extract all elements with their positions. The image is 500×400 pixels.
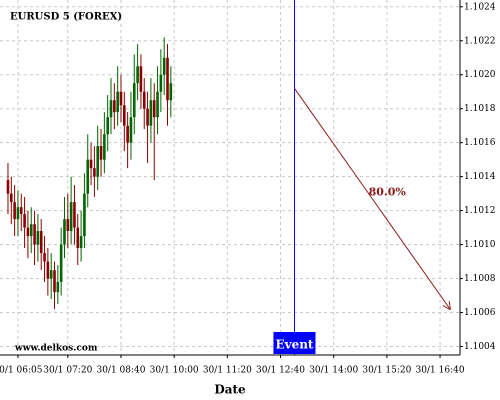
candle-body <box>83 193 86 237</box>
candle-body <box>89 159 93 169</box>
candle-body <box>162 57 166 75</box>
candle-body <box>10 193 13 203</box>
candle-body <box>56 281 60 293</box>
projection-arrow <box>294 88 450 309</box>
candle-body <box>123 105 126 126</box>
candle-body <box>166 57 169 101</box>
candle-body <box>146 108 149 126</box>
y-tick-label: 1.1012 <box>464 206 496 216</box>
candle-body <box>132 83 136 118</box>
candle-body <box>129 117 133 143</box>
candle-body <box>69 202 73 232</box>
candle-body <box>39 231 43 254</box>
candle-body <box>6 180 10 194</box>
candle-body <box>139 66 143 92</box>
y-tick-label: 1.1010 <box>464 240 496 250</box>
candle-body <box>152 100 156 118</box>
candle-body <box>19 207 23 215</box>
candle-body <box>86 159 90 194</box>
x-axis-title: Date <box>214 383 246 397</box>
candle-body <box>96 146 100 177</box>
event-label: Event <box>275 338 313 352</box>
candle-body <box>79 236 83 248</box>
candle-body <box>76 227 80 248</box>
x-tick-label: 30/1 10:00 <box>150 366 199 376</box>
candle-body <box>156 91 159 118</box>
y-tick-label: 1.1020 <box>464 70 496 80</box>
x-tick-label: 30/1 16:40 <box>416 366 465 376</box>
candle-body <box>149 100 153 126</box>
projection-label: 80.0% <box>369 186 407 199</box>
candle-body <box>169 83 173 101</box>
candle-body <box>16 207 20 220</box>
x-tick-label: 30/1 11:20 <box>203 366 252 376</box>
candle-body <box>126 125 129 143</box>
candle-body <box>36 231 40 245</box>
watermark: www.delkos.com <box>14 344 98 354</box>
candle-body <box>53 270 56 293</box>
candle-body <box>93 168 96 177</box>
x-tick-label: 30/1 08:40 <box>96 366 145 376</box>
candle-body <box>116 91 119 113</box>
y-tick-label: 1.1004 <box>464 342 496 352</box>
y-tick-label: 1.1014 <box>464 172 496 182</box>
candle-body <box>63 219 66 245</box>
candle-body <box>73 202 76 228</box>
candle-body <box>99 146 103 160</box>
candle-body <box>33 224 36 245</box>
candle-body <box>119 91 123 106</box>
candle-body <box>106 117 109 135</box>
x-tick-label: 30/1 06:05 <box>0 366 43 376</box>
y-tick-label: 1.1022 <box>464 36 496 46</box>
x-tick-label: 30/1 07:20 <box>43 366 92 376</box>
y-tick-label: 1.1008 <box>464 274 496 284</box>
chart-title: EURUSD 5 (FOREX) <box>10 12 122 23</box>
candle-body <box>43 253 46 262</box>
x-tick-label: 30/1 15:20 <box>362 366 411 376</box>
y-tick-label: 1.1024 <box>464 2 496 12</box>
candle-body <box>113 100 116 113</box>
candle-body <box>109 100 113 118</box>
y-tick-label: 1.1018 <box>464 104 496 114</box>
grid <box>0 0 460 355</box>
candles <box>6 37 173 310</box>
y-tick-label: 1.1016 <box>464 138 496 148</box>
candle-body <box>46 261 50 279</box>
candle-body <box>66 219 70 232</box>
candle-body <box>49 270 53 279</box>
candle-body <box>159 74 163 92</box>
x-tick-label: 30/1 14:00 <box>309 366 358 376</box>
x-tick-label: 30/1 12:40 <box>256 366 305 376</box>
event-box <box>273 332 316 354</box>
candle-body <box>13 202 16 220</box>
candle-body <box>103 134 106 160</box>
candle-body <box>59 244 63 282</box>
annotations: Event 80.0% <box>273 0 450 355</box>
candle-body <box>29 224 33 237</box>
y-tick-label: 1.1006 <box>464 308 496 318</box>
candle-body <box>136 66 139 84</box>
candle-body <box>23 214 26 228</box>
candle-body <box>26 227 30 237</box>
candle-body <box>142 91 146 109</box>
